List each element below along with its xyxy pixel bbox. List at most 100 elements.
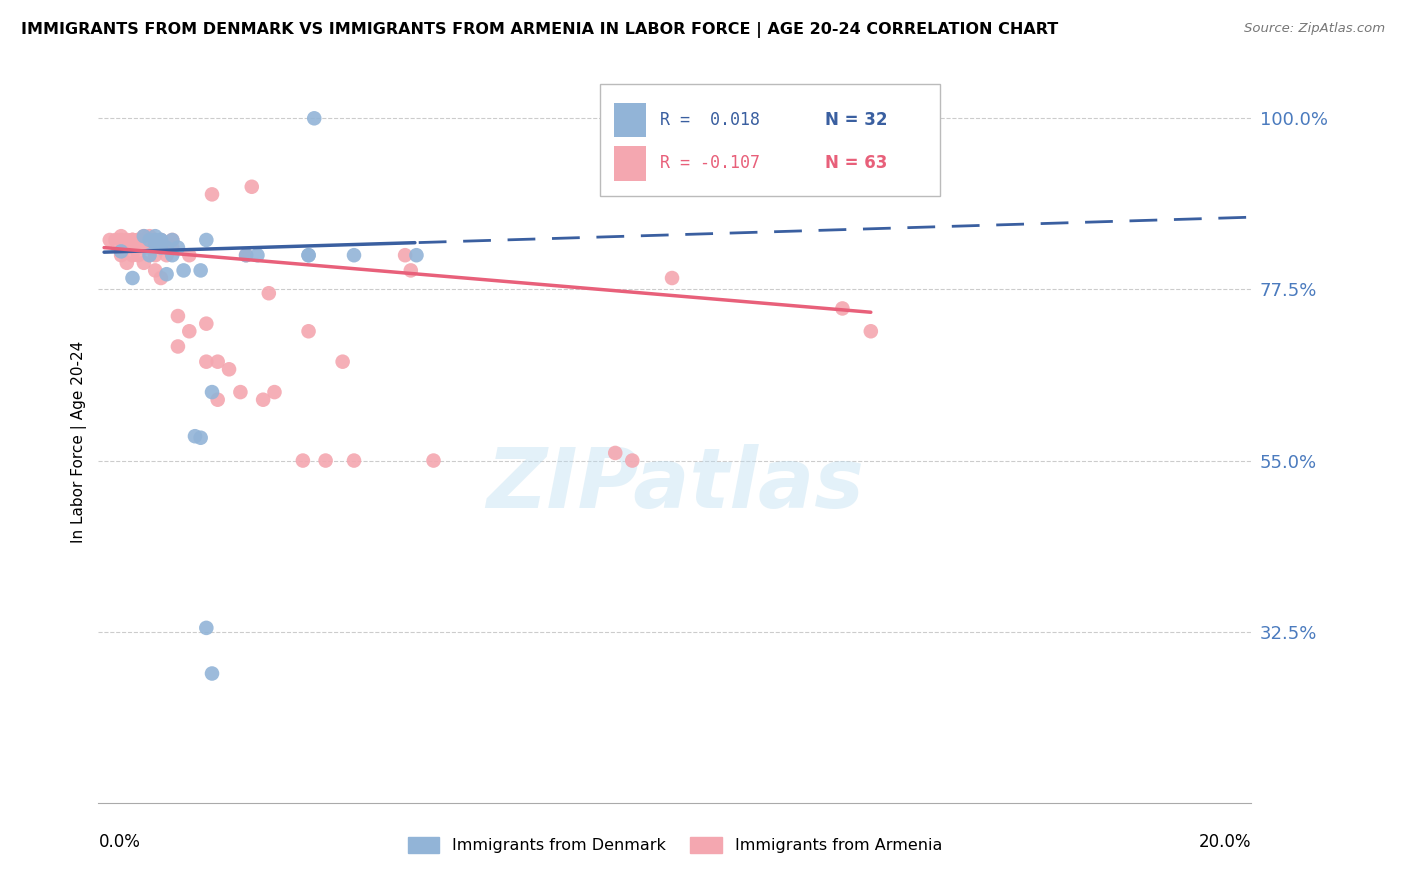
Point bbox=[143, 233, 166, 247]
Point bbox=[291, 453, 314, 467]
Point bbox=[155, 241, 177, 255]
Point bbox=[162, 241, 184, 255]
Point bbox=[297, 248, 319, 262]
Point bbox=[252, 392, 274, 407]
Point bbox=[162, 233, 184, 247]
Point bbox=[110, 244, 132, 259]
Point bbox=[394, 248, 416, 262]
Point bbox=[143, 229, 166, 244]
Point bbox=[155, 248, 177, 262]
Text: IMMIGRANTS FROM DENMARK VS IMMIGRANTS FROM ARMENIA IN LABOR FORCE | AGE 20-24 CO: IMMIGRANTS FROM DENMARK VS IMMIGRANTS FR… bbox=[21, 22, 1059, 38]
Point bbox=[297, 248, 319, 262]
Point bbox=[190, 431, 212, 445]
Point bbox=[121, 233, 143, 247]
Point bbox=[195, 317, 218, 331]
Point bbox=[110, 248, 132, 262]
Point bbox=[127, 233, 149, 247]
Point bbox=[201, 187, 224, 202]
Point bbox=[155, 267, 177, 281]
Text: R =  0.018: R = 0.018 bbox=[659, 111, 759, 129]
Point bbox=[399, 263, 422, 277]
Point bbox=[149, 241, 172, 255]
Point bbox=[831, 301, 853, 316]
Point bbox=[207, 354, 229, 368]
Point bbox=[240, 179, 263, 194]
Point bbox=[201, 666, 224, 681]
Point bbox=[98, 233, 121, 247]
Text: R = -0.107: R = -0.107 bbox=[659, 154, 759, 172]
Point bbox=[138, 241, 160, 255]
Point bbox=[132, 241, 155, 255]
Point bbox=[121, 248, 143, 262]
Point bbox=[195, 233, 218, 247]
Point bbox=[162, 233, 184, 247]
Point bbox=[121, 236, 143, 251]
Point bbox=[143, 236, 166, 251]
Point bbox=[127, 233, 149, 247]
Point bbox=[332, 354, 354, 368]
Point bbox=[405, 248, 427, 262]
Point bbox=[132, 229, 155, 244]
Point bbox=[115, 236, 138, 251]
Point bbox=[621, 453, 644, 467]
Point bbox=[121, 233, 143, 247]
Point bbox=[195, 621, 218, 635]
Legend: Immigrants from Denmark, Immigrants from Armenia: Immigrants from Denmark, Immigrants from… bbox=[401, 830, 949, 860]
Y-axis label: In Labor Force | Age 20-24: In Labor Force | Age 20-24 bbox=[72, 341, 87, 542]
Point bbox=[422, 453, 444, 467]
Text: N = 32: N = 32 bbox=[825, 111, 887, 129]
Point bbox=[104, 233, 127, 247]
Point bbox=[132, 229, 155, 244]
Point bbox=[143, 248, 166, 262]
Point bbox=[143, 236, 166, 251]
Point bbox=[184, 429, 207, 443]
Point bbox=[115, 256, 138, 270]
Point bbox=[167, 309, 190, 323]
Point bbox=[162, 248, 184, 262]
Point bbox=[859, 324, 882, 338]
Point bbox=[138, 233, 160, 247]
Point bbox=[229, 385, 252, 400]
Point bbox=[207, 392, 229, 407]
Point bbox=[302, 112, 325, 126]
Point bbox=[127, 236, 149, 251]
Text: ZIPatlas: ZIPatlas bbox=[486, 444, 863, 525]
Point bbox=[179, 324, 201, 338]
Point bbox=[605, 446, 627, 460]
Point bbox=[115, 233, 138, 247]
Point bbox=[138, 248, 160, 262]
Point bbox=[138, 233, 160, 247]
Point bbox=[167, 241, 190, 255]
Point bbox=[143, 263, 166, 277]
Point bbox=[218, 362, 240, 376]
Point bbox=[235, 248, 257, 262]
Point bbox=[257, 286, 280, 301]
Point bbox=[127, 248, 149, 262]
Point bbox=[149, 233, 172, 247]
Point bbox=[235, 248, 257, 262]
Point bbox=[297, 324, 319, 338]
FancyBboxPatch shape bbox=[600, 84, 941, 196]
Point bbox=[343, 248, 366, 262]
FancyBboxPatch shape bbox=[614, 146, 647, 181]
Point bbox=[149, 233, 172, 247]
Point bbox=[263, 385, 285, 400]
Point bbox=[343, 453, 366, 467]
Point bbox=[132, 233, 155, 247]
Point bbox=[173, 263, 195, 277]
Point bbox=[155, 241, 177, 255]
Point bbox=[143, 233, 166, 247]
Text: N = 63: N = 63 bbox=[825, 154, 887, 172]
Point bbox=[167, 339, 190, 353]
Point bbox=[110, 233, 132, 247]
Point bbox=[149, 233, 172, 247]
Text: 20.0%: 20.0% bbox=[1199, 833, 1251, 851]
Point bbox=[246, 248, 269, 262]
Point bbox=[661, 271, 683, 285]
Point bbox=[110, 229, 132, 244]
Text: Source: ZipAtlas.com: Source: ZipAtlas.com bbox=[1244, 22, 1385, 36]
Point bbox=[315, 453, 337, 467]
Point bbox=[138, 236, 160, 251]
Point bbox=[132, 256, 155, 270]
Point bbox=[121, 271, 143, 285]
